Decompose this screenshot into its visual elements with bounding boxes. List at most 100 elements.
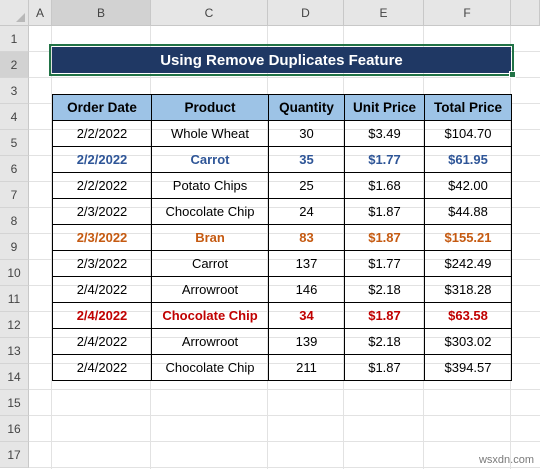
row-header-13[interactable]: 13: [0, 338, 29, 364]
row-header-1[interactable]: 1: [0, 26, 29, 52]
table-row: 2/2/2022 Whole Wheat 30 $3.49 $104.70: [52, 120, 512, 147]
cell-total-price[interactable]: $318.28: [424, 276, 512, 303]
cell-unit-price[interactable]: $1.87: [344, 354, 425, 381]
cell-unit-price[interactable]: $2.18: [344, 276, 425, 303]
row-header-5[interactable]: 5: [0, 130, 29, 156]
table-body: 2/2/2022 Whole Wheat 30 $3.49 $104.70 2/2/202…: [52, 120, 512, 381]
table-row: 2/4/2022 Chocolate Chip 211 $1.87 $394.57: [52, 354, 512, 381]
column-header-filler: [511, 0, 540, 26]
cell-total-price[interactable]: $63.58: [424, 302, 512, 329]
fill-handle[interactable]: [509, 71, 516, 78]
row-header-3[interactable]: 3: [0, 78, 29, 104]
cell-product[interactable]: Potato Chips: [151, 172, 269, 199]
cell-product[interactable]: Whole Wheat: [151, 120, 269, 147]
cell-unit-price[interactable]: $1.87: [344, 198, 425, 225]
row-header-11[interactable]: 11: [0, 286, 29, 312]
cell-total-price[interactable]: $61.95: [424, 146, 512, 173]
cell-total-price[interactable]: $44.88: [424, 198, 512, 225]
cell-total-price[interactable]: $242.49: [424, 250, 512, 277]
watermark: wsxdn.com: [478, 454, 534, 466]
cell-unit-price[interactable]: $1.77: [344, 146, 425, 173]
title-text: Using Remove Duplicates Feature: [160, 51, 403, 69]
cell-total-price[interactable]: $155.21: [424, 224, 512, 251]
gridline-vertical: [51, 26, 52, 469]
cell-order-date[interactable]: 2/4/2022: [52, 302, 152, 329]
row-header-6[interactable]: 6: [0, 156, 29, 182]
cell-unit-price[interactable]: $1.87: [344, 302, 425, 329]
gridline-horizontal: [29, 77, 540, 78]
row-header-4[interactable]: 4: [0, 104, 29, 130]
cell-unit-price[interactable]: $1.68: [344, 172, 425, 199]
cell-total-price[interactable]: $42.00: [424, 172, 512, 199]
cell-order-date[interactable]: 2/2/2022: [52, 146, 152, 173]
row-header-7[interactable]: 7: [0, 182, 29, 208]
header-quantity[interactable]: Quantity: [268, 94, 345, 121]
cell-product[interactable]: Carrot: [151, 250, 269, 277]
row-header-10[interactable]: 10: [0, 260, 29, 286]
header-product[interactable]: Product: [151, 94, 269, 121]
cell-unit-price[interactable]: $2.18: [344, 328, 425, 355]
row-header-2[interactable]: 2: [0, 52, 29, 78]
cell-product[interactable]: Chocolate Chip: [151, 302, 269, 329]
table-header-row: Order Date Product Quantity Unit Price T…: [52, 94, 512, 121]
table-row: 2/4/2022 Arrowroot 139 $2.18 $303.02: [52, 328, 512, 355]
select-all-corner[interactable]: [0, 0, 29, 26]
cell-unit-price[interactable]: $1.87: [344, 224, 425, 251]
gridline-horizontal: [29, 389, 540, 390]
select-all-triangle-icon: [16, 13, 25, 22]
column-header-c[interactable]: C: [151, 0, 268, 26]
cell-quantity[interactable]: 34: [268, 302, 345, 329]
cell-order-date[interactable]: 2/3/2022: [52, 224, 152, 251]
cell-quantity[interactable]: 25: [268, 172, 345, 199]
column-header-d[interactable]: D: [268, 0, 344, 26]
header-order-date[interactable]: Order Date: [52, 94, 152, 121]
cell-quantity[interactable]: 211: [268, 354, 345, 381]
cell-product[interactable]: Arrowroot: [151, 328, 269, 355]
row-header-15[interactable]: 15: [0, 390, 29, 416]
column-header-a[interactable]: A: [29, 0, 52, 26]
gridline-horizontal: [29, 441, 540, 442]
cell-order-date[interactable]: 2/3/2022: [52, 250, 152, 277]
cell-total-price[interactable]: $394.57: [424, 354, 512, 381]
column-header-e[interactable]: E: [344, 0, 424, 26]
cell-order-date[interactable]: 2/2/2022: [52, 172, 152, 199]
cell-quantity[interactable]: 30: [268, 120, 345, 147]
cell-order-date[interactable]: 2/4/2022: [52, 354, 152, 381]
table-row: 2/3/2022 Carrot 137 $1.77 $242.49: [52, 250, 512, 277]
cell-unit-price[interactable]: $1.77: [344, 250, 425, 277]
row-header-8[interactable]: 8: [0, 208, 29, 234]
cell-order-date[interactable]: 2/4/2022: [52, 276, 152, 303]
cell-quantity[interactable]: 146: [268, 276, 345, 303]
table-row: 2/3/2022 Chocolate Chip 24 $1.87 $44.88: [52, 198, 512, 225]
cell-product[interactable]: Chocolate Chip: [151, 354, 269, 381]
row-header-16[interactable]: 16: [0, 416, 29, 442]
column-header-b[interactable]: B: [52, 0, 151, 26]
cell-product[interactable]: Carrot: [151, 146, 269, 173]
cell-quantity[interactable]: 35: [268, 146, 345, 173]
header-total-price[interactable]: Total Price: [424, 94, 512, 121]
row-header-17[interactable]: 17: [0, 442, 29, 468]
cell-total-price[interactable]: $104.70: [424, 120, 512, 147]
cell-quantity[interactable]: 139: [268, 328, 345, 355]
header-unit-price[interactable]: Unit Price: [344, 94, 425, 121]
cell-product[interactable]: Chocolate Chip: [151, 198, 269, 225]
cell-product[interactable]: Arrowroot: [151, 276, 269, 303]
row-header-12[interactable]: 12: [0, 312, 29, 338]
cell-quantity[interactable]: 137: [268, 250, 345, 277]
row-header-9[interactable]: 9: [0, 234, 29, 260]
gridline-horizontal: [29, 415, 540, 416]
cell-order-date[interactable]: 2/2/2022: [52, 120, 152, 147]
cell-total-price[interactable]: $303.02: [424, 328, 512, 355]
cell-quantity[interactable]: 24: [268, 198, 345, 225]
title-cell[interactable]: Using Remove Duplicates Feature: [49, 44, 514, 76]
cell-product[interactable]: Bran: [151, 224, 269, 251]
cell-unit-price[interactable]: $3.49: [344, 120, 425, 147]
row-header-14[interactable]: 14: [0, 364, 29, 390]
column-header-f[interactable]: F: [424, 0, 511, 26]
table-row: 2/2/2022 Potato Chips 25 $1.68 $42.00: [52, 172, 512, 199]
cell-order-date[interactable]: 2/3/2022: [52, 198, 152, 225]
cell-order-date[interactable]: 2/4/2022: [52, 328, 152, 355]
cell-quantity[interactable]: 83: [268, 224, 345, 251]
table-row: 2/3/2022 Bran 83 $1.87 $155.21: [52, 224, 512, 251]
